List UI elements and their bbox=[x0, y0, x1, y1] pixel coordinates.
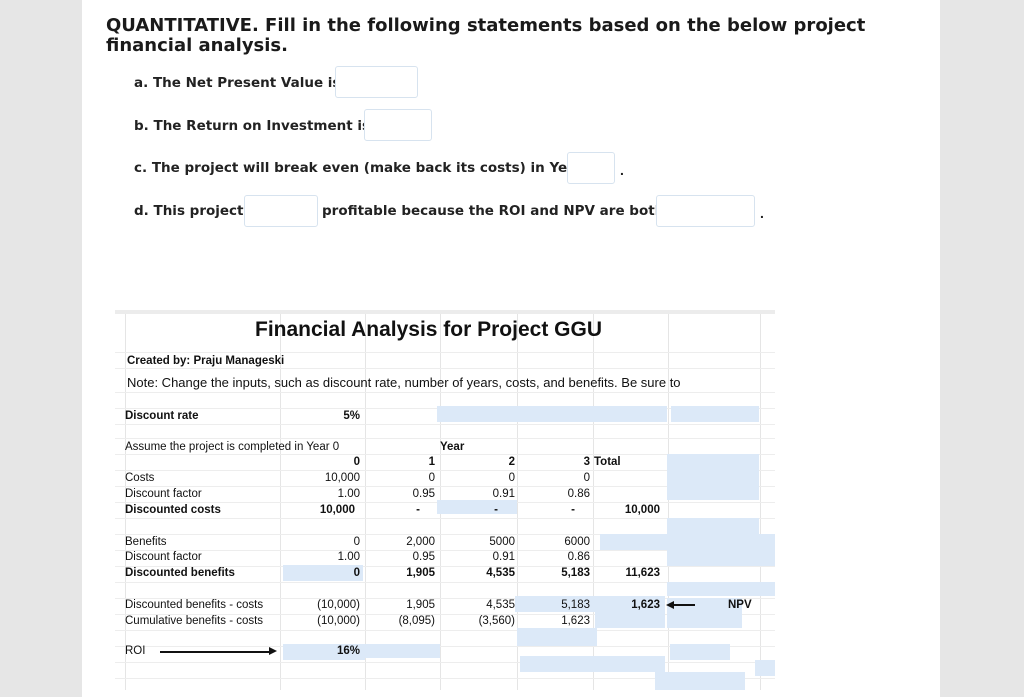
benefit-factor-3: 0.86 bbox=[567, 551, 590, 563]
cost-factor-0: 1.00 bbox=[337, 488, 360, 500]
npv-label: NPV bbox=[728, 599, 752, 611]
question-page: QUANTITATIVE. Fill in the following stat… bbox=[82, 0, 940, 697]
benefits-label: Benefits bbox=[125, 536, 167, 548]
benefit-year-1: 2,000 bbox=[406, 536, 435, 548]
year-3: 3 bbox=[583, 456, 590, 468]
npv-answer-box[interactable] bbox=[335, 66, 418, 98]
discounted-costs-label: Discounted costs bbox=[125, 504, 221, 516]
cumulative-year-2: (3,560) bbox=[478, 615, 515, 627]
benefit-year-0: 0 bbox=[353, 536, 360, 548]
year-0: 0 bbox=[353, 456, 360, 468]
net-year-0: (10,000) bbox=[317, 599, 360, 611]
benefit-year-2: 5000 bbox=[489, 536, 515, 548]
cost-year-1: 0 bbox=[428, 472, 435, 484]
assume-label: Assume the project is completed in Year … bbox=[125, 441, 340, 453]
cost-year-3: 0 bbox=[583, 472, 590, 484]
sheet-top-border bbox=[115, 310, 775, 314]
question-c-label: c. The project will break even (make bac… bbox=[134, 160, 583, 176]
created-by: Created by: Praju Manageski bbox=[127, 355, 285, 367]
cost-factor-1: 0.95 bbox=[412, 488, 435, 500]
cost-year-2: 0 bbox=[508, 472, 515, 484]
financial-analysis-spreadsheet: Financial Analysis for Project GGU Creat… bbox=[115, 310, 775, 690]
discounted-benefit-0: 0 bbox=[353, 567, 360, 579]
discounted-cost-3: - bbox=[571, 504, 575, 516]
question-a-label: a. The Net Present Value is bbox=[134, 75, 341, 91]
year-2: 2 bbox=[508, 456, 515, 468]
roi-value: 16% bbox=[336, 645, 360, 657]
roi-npv-answer-box[interactable] bbox=[656, 195, 755, 227]
cost-discount-factor-label: Discount factor bbox=[125, 488, 202, 500]
question-d-label-2: profitable because the ROI and NPV are b… bbox=[322, 203, 665, 219]
total-label: Total bbox=[594, 456, 621, 468]
breakeven-year-answer-box[interactable] bbox=[567, 152, 615, 184]
profitable-answer-box[interactable] bbox=[244, 195, 318, 227]
discount-rate-value: 5% bbox=[343, 410, 360, 422]
cumulative-label: Cumulative benefits - costs bbox=[125, 615, 264, 627]
year-1: 1 bbox=[428, 456, 435, 468]
discounted-benefits-total: 11,623 bbox=[625, 567, 660, 579]
net-year-2: 4,535 bbox=[486, 599, 515, 611]
sheet-note: Note: Change the inputs, such as discoun… bbox=[127, 375, 681, 390]
question-d-label: d. This project bbox=[134, 203, 244, 219]
costs-label: Costs bbox=[125, 472, 155, 484]
cumulative-year-1: (8,095) bbox=[398, 615, 435, 627]
discounted-cost-1: - bbox=[416, 504, 420, 516]
question-c-period: . bbox=[620, 162, 624, 178]
year-label: Year bbox=[440, 441, 465, 453]
npv-arrow-line bbox=[673, 604, 695, 606]
roi-answer-box[interactable] bbox=[364, 109, 432, 141]
net-year-1: 1,905 bbox=[406, 599, 435, 611]
roi-arrow-head bbox=[269, 647, 277, 655]
benefit-factor-0: 1.00 bbox=[337, 551, 360, 563]
net-label: Discounted benefits - costs bbox=[125, 599, 264, 611]
benefit-factor-1: 0.95 bbox=[412, 551, 435, 563]
discounted-benefit-2: 4,535 bbox=[486, 567, 515, 579]
discounted-benefits-label: Discounted benefits bbox=[125, 567, 235, 579]
cost-year-0: 10,000 bbox=[324, 472, 360, 484]
question-b-label: b. The Return on Investment is bbox=[134, 118, 371, 134]
cost-factor-3: 0.86 bbox=[567, 488, 590, 500]
discount-rate-label: Discount rate bbox=[125, 410, 199, 422]
roi-arrow-line bbox=[160, 651, 270, 653]
discounted-benefit-3: 5,183 bbox=[561, 567, 590, 579]
cumulative-year-0: (10,000) bbox=[317, 615, 360, 627]
benefit-year-3: 6000 bbox=[564, 536, 590, 548]
cumulative-year-3: 1,623 bbox=[561, 615, 590, 627]
benefit-discount-factor-label: Discount factor bbox=[125, 551, 202, 563]
npv-total: 1,623 bbox=[631, 599, 660, 611]
roi-label: ROI bbox=[125, 645, 146, 657]
benefit-factor-2: 0.91 bbox=[492, 551, 515, 563]
net-year-3: 5,183 bbox=[561, 599, 590, 611]
sheet-title: Financial Analysis for Project GGU bbox=[255, 318, 602, 341]
question-d-period: . bbox=[760, 205, 764, 221]
npv-arrow-head bbox=[666, 601, 674, 609]
question-heading: QUANTITATIVE. Fill in the following stat… bbox=[106, 15, 866, 56]
discounted-costs-total: 10,000 bbox=[624, 504, 660, 516]
discounted-cost-2: - bbox=[494, 504, 498, 516]
discounted-benefit-1: 1,905 bbox=[406, 567, 435, 579]
discounted-cost-0: 10,000 bbox=[319, 504, 355, 516]
cost-factor-2: 0.91 bbox=[492, 488, 515, 500]
